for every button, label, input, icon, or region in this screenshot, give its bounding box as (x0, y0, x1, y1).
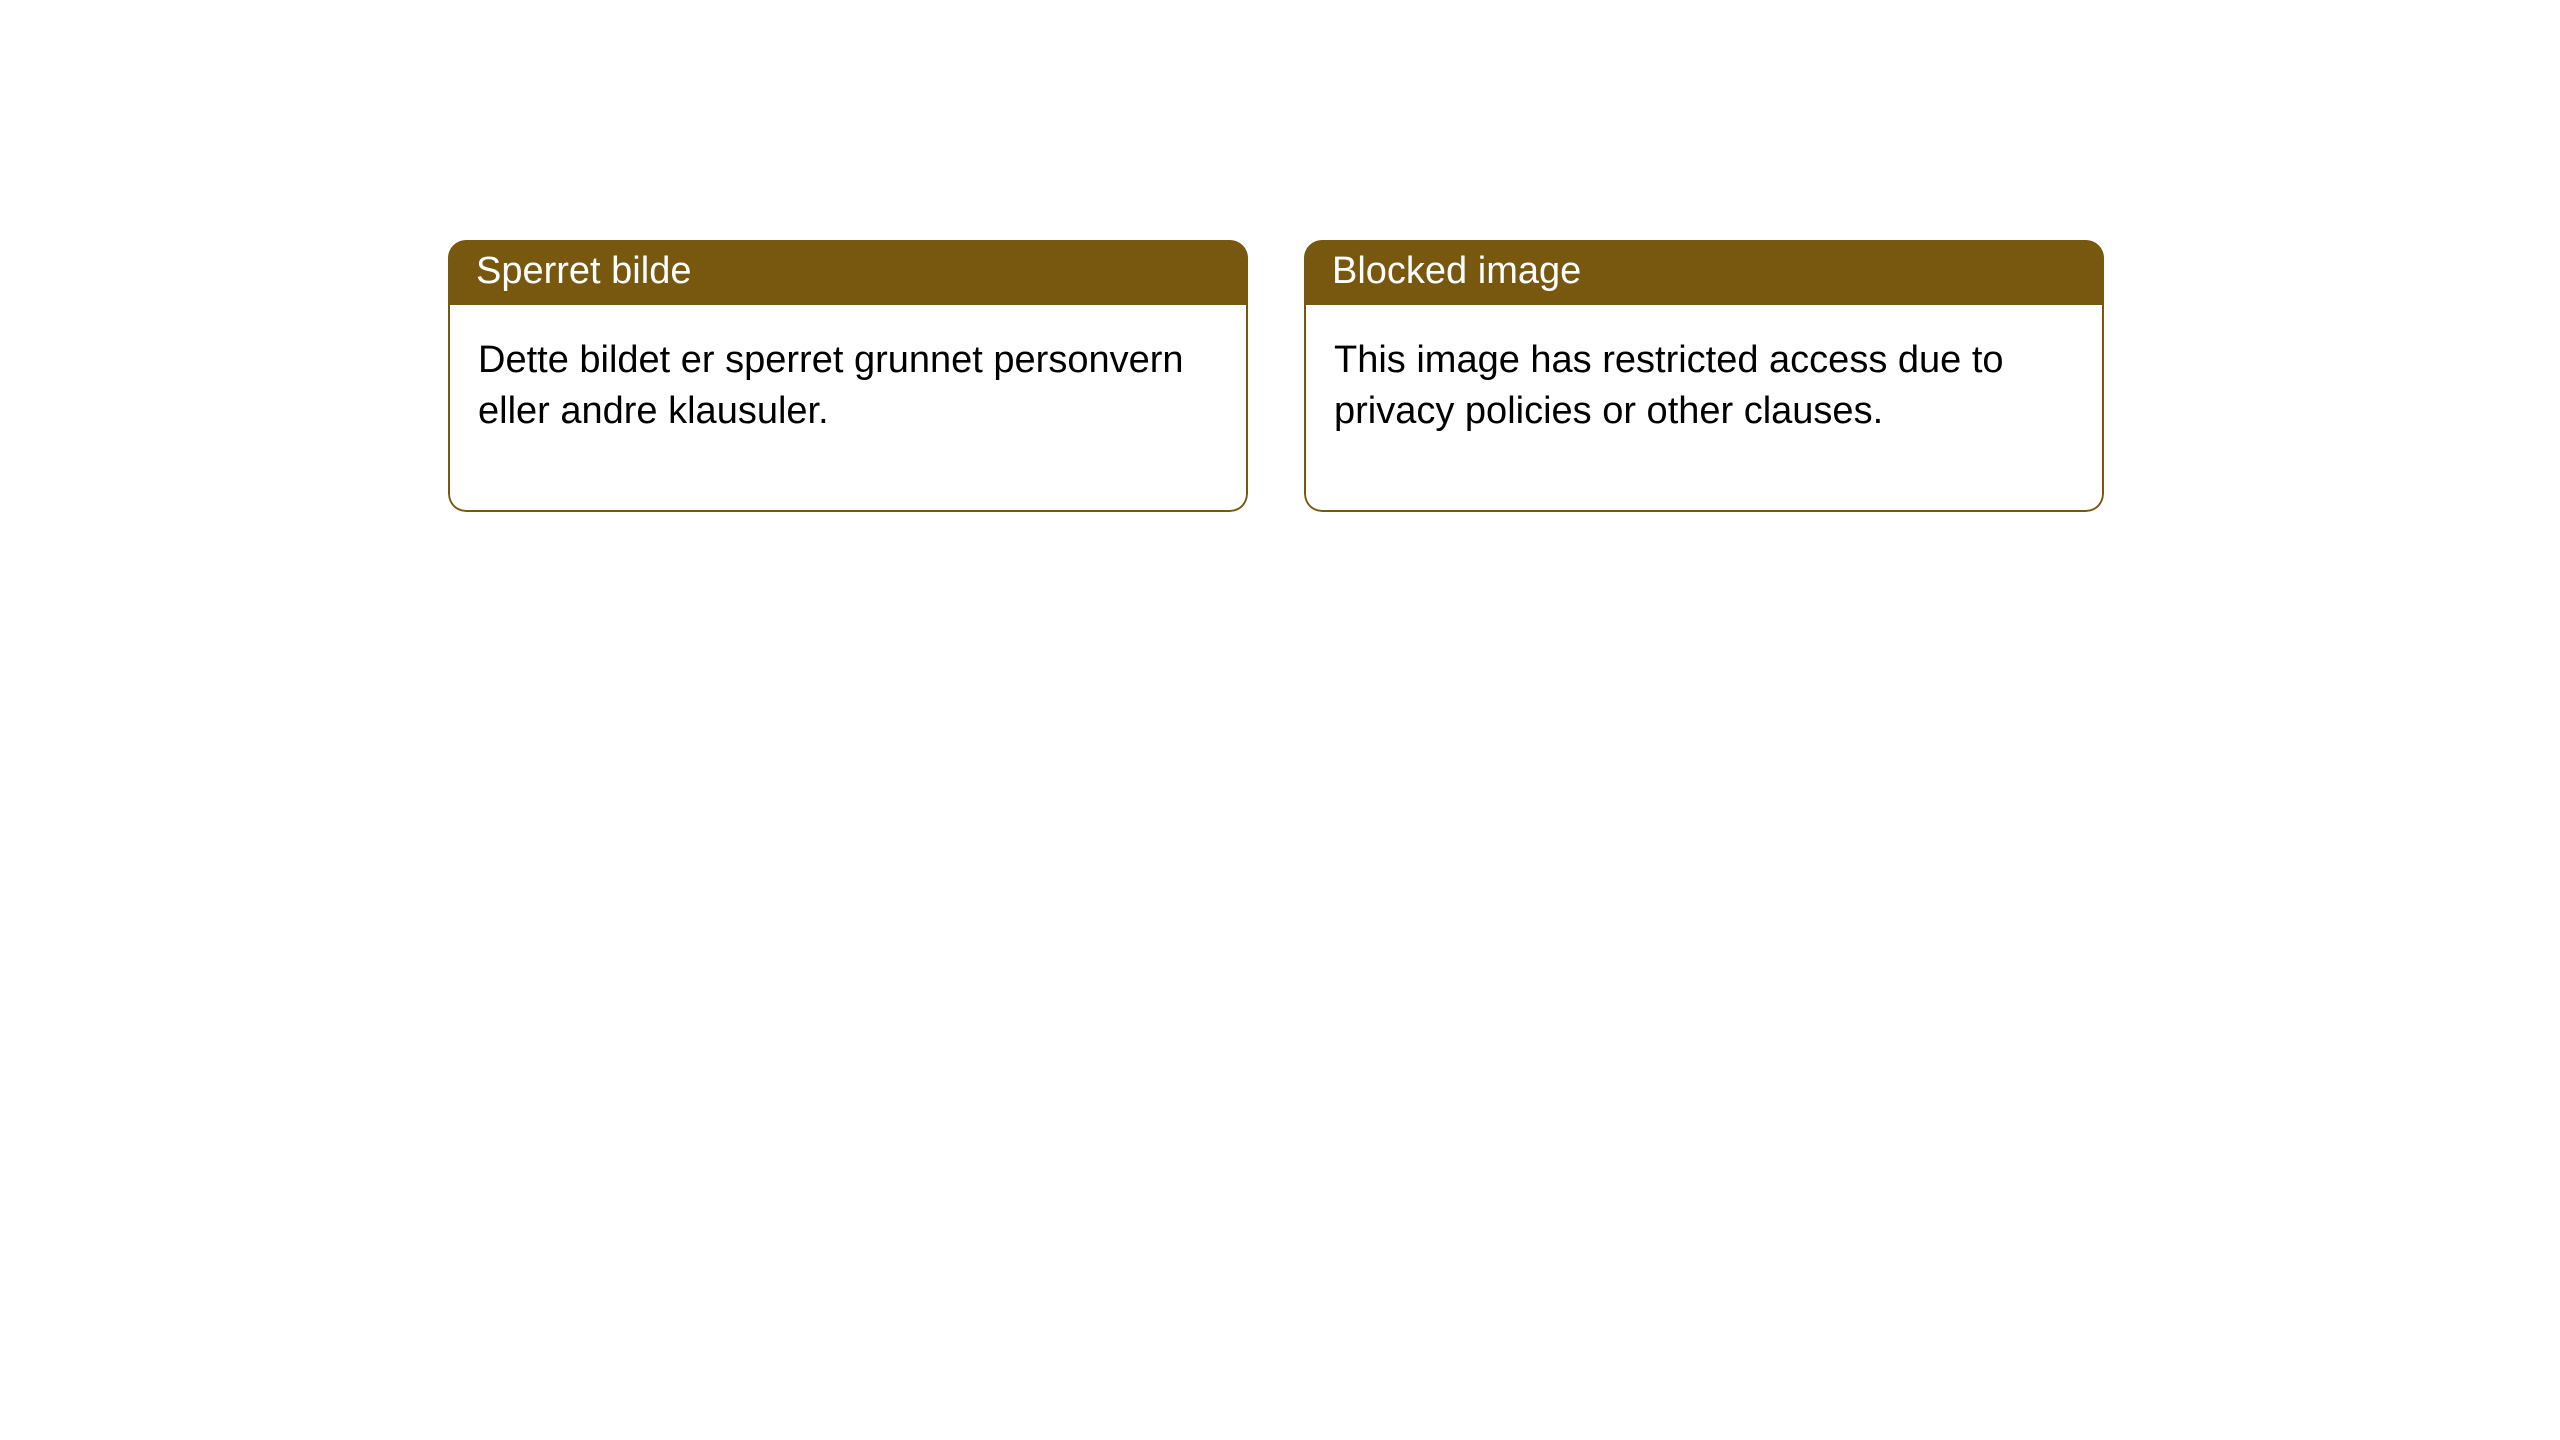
notice-card-body: This image has restricted access due to … (1304, 305, 2104, 512)
notice-cards-container: Sperret bilde Dette bildet er sperret gr… (0, 0, 2560, 512)
notice-card-header: Blocked image (1304, 240, 2104, 305)
notice-card-body: Dette bildet er sperret grunnet personve… (448, 305, 1248, 512)
notice-card-norwegian: Sperret bilde Dette bildet er sperret gr… (448, 240, 1248, 512)
notice-card-header: Sperret bilde (448, 240, 1248, 305)
notice-card-english: Blocked image This image has restricted … (1304, 240, 2104, 512)
